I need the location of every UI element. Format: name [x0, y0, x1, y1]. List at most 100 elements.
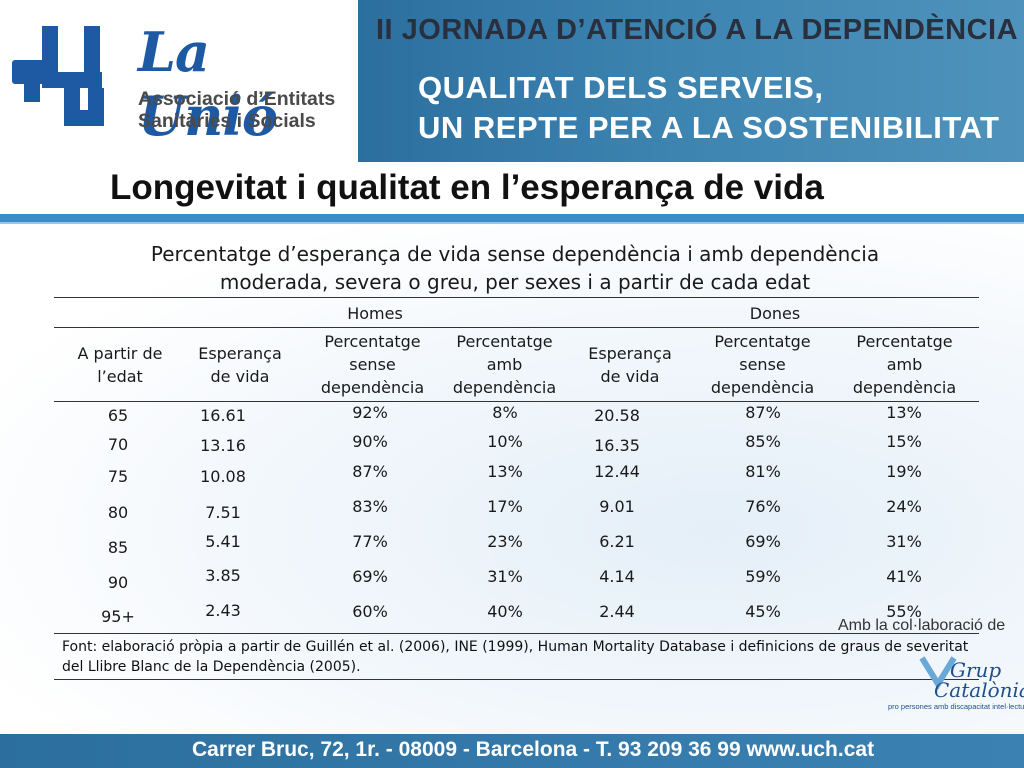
footer-bar: Carrer Bruc, 72, 1r. - 08009 - Barcelona…	[0, 734, 1024, 768]
collaboration-label: Amb la col·laboració de	[838, 617, 1006, 634]
slide-title-bar: Longevitat i qualitat en l’esperança de …	[0, 164, 1024, 212]
col-header-age: A partir de l’edat	[54, 342, 186, 388]
table-cell-men-without-dependency: 60%	[352, 602, 388, 621]
col-header-men-with-line1: Percentatge	[456, 332, 553, 351]
partner-logo-name-line1: Grup	[950, 658, 1002, 682]
logo-name: La Unió	[138, 20, 278, 148]
table-cell-men-life-expectancy: 2.43	[205, 601, 241, 620]
table-cell-women-without-dependency: 59%	[745, 567, 781, 586]
title-underline	[0, 214, 1024, 222]
table-cell-men-without-dependency: 90%	[352, 432, 388, 451]
banner-subtitle: QUALITAT DELS SERVEIS, UN REPTE PER A LA…	[418, 68, 999, 148]
table-cell-women-without-dependency: 45%	[745, 602, 781, 621]
table-cell-women-life-expectancy: 9.01	[599, 497, 635, 516]
banner-subtitle-line1: QUALITAT DELS SERVEIS,	[418, 70, 824, 105]
table-caption-line2: moderada, severa o greu, per sexes i a p…	[219, 270, 811, 294]
table-cell-women-with-dependency: 55%	[886, 602, 922, 621]
col-header-men-with-dependency: Percentatge amb dependència	[437, 330, 572, 399]
table-cell-men-without-dependency: 69%	[352, 567, 388, 586]
title-underline-light	[0, 222, 1024, 224]
col-header-women-le-line2: de vida	[600, 367, 660, 386]
table-cell-women-without-dependency: 76%	[745, 497, 781, 516]
table-cell-men-life-expectancy: 3.85	[205, 566, 241, 585]
col-header-women-le-line1: Esperança	[588, 344, 672, 363]
table-cell-women-with-dependency: 41%	[886, 567, 922, 586]
header: La Unió Associació d’Entitats Sanitàries…	[0, 0, 1024, 162]
logo-subtitle: Associació d’Entitats Sanitàries i Socia…	[138, 88, 335, 132]
table-cell-men-with-dependency: 17%	[487, 497, 523, 516]
col-header-men-without-dependency: Percentatge sense dependència	[305, 330, 440, 399]
col-header-women-life-expectancy: Esperança de vida	[570, 342, 690, 388]
col-header-women-with-dependency: Percentatge amb dependència	[837, 330, 972, 399]
col-header-men-without-line3: dependència	[320, 378, 425, 397]
table-cell-age: 90	[107, 573, 129, 592]
group-header-women: Dones	[749, 304, 801, 323]
col-header-age-line1: A partir de	[77, 344, 163, 363]
col-header-men-le-line1: Esperança	[198, 344, 282, 363]
table-cell-women-without-dependency: 69%	[745, 532, 781, 551]
logo-area: La Unió Associació d’Entitats Sanitàries…	[0, 0, 358, 162]
footer-contact: Carrer Bruc, 72, 1r. - 08009 - Barcelona…	[192, 738, 875, 761]
col-header-women-with-line1: Percentatge	[856, 332, 953, 351]
table-cell-women-with-dependency: 24%	[886, 497, 922, 516]
col-header-men-with-line2: amb	[486, 355, 523, 374]
table-cell-men-life-expectancy: 7.51	[205, 503, 241, 522]
grup-catalonia-logo-icon	[919, 656, 957, 690]
col-header-age-line2: l’edat	[97, 367, 143, 386]
table-cell-women-life-expectancy: 16.35	[594, 436, 640, 455]
col-header-women-without-line2: sense	[739, 355, 786, 374]
col-header-men-without-line2: sense	[349, 355, 396, 374]
table-cell-women-with-dependency: 31%	[886, 532, 922, 551]
table-cell-women-life-expectancy: 6.21	[599, 532, 635, 551]
table-cell-women-without-dependency: 87%	[745, 403, 781, 422]
col-header-women-without-line1: Percentatge	[714, 332, 811, 351]
col-header-women-without-dependency: Percentatge sense dependència	[695, 330, 830, 399]
table-cell-men-without-dependency: 92%	[352, 403, 388, 422]
table-cell-men-with-dependency: 31%	[487, 567, 523, 586]
table-cell-age: 65	[107, 406, 129, 425]
partner-tagline: pro persones amb discapacitat intel·lect…	[888, 702, 1024, 711]
table-cell-men-with-dependency: 13%	[487, 462, 523, 481]
table-cell-age: 95+	[101, 607, 135, 626]
table-cell-men-without-dependency: 87%	[352, 462, 388, 481]
table-rule-group	[54, 327, 979, 328]
table-cell-women-life-expectancy: 4.14	[599, 567, 635, 586]
table-caption: Percentatge d’esperança de vida sense de…	[55, 240, 975, 296]
slide-title: Longevitat i qualitat en l’esperança de …	[110, 168, 824, 207]
table-cell-women-life-expectancy: 2.44	[599, 602, 635, 621]
table-cell-men-with-dependency: 23%	[487, 532, 523, 551]
banner-subtitle-line2: UN REPTE PER A LA SOSTENIBILITAT	[418, 110, 1000, 145]
table-cell-age: 85	[107, 538, 129, 557]
col-header-men-with-line3: dependència	[452, 378, 557, 397]
table-cell-men-without-dependency: 77%	[352, 532, 388, 551]
table-cell-men-life-expectancy: 10.08	[200, 467, 246, 486]
col-header-women-with-line2: amb	[886, 355, 923, 374]
table-cell-women-with-dependency: 13%	[886, 403, 922, 422]
col-header-men-without-line1: Percentatge	[324, 332, 421, 351]
group-header-men: Homes	[347, 304, 403, 323]
table-cell-women-without-dependency: 85%	[745, 432, 781, 451]
table-cell-men-without-dependency: 83%	[352, 497, 388, 516]
table-cell-age: 70	[107, 435, 129, 454]
table-cell-age: 80	[107, 503, 129, 522]
table-caption-line1: Percentatge d’esperança de vida sense de…	[150, 242, 880, 266]
table-cell-age: 75	[107, 467, 129, 486]
col-header-men-le-line2: de vida	[210, 367, 270, 386]
partner-logo-name-line2: Catalònia	[934, 678, 1024, 702]
table-cell-men-with-dependency: 8%	[492, 403, 518, 422]
background-wash	[0, 224, 1024, 734]
table-cell-women-with-dependency: 19%	[886, 462, 922, 481]
table-cell-women-life-expectancy: 12.44	[594, 462, 640, 481]
table-cell-men-life-expectancy: 16.61	[200, 406, 246, 425]
col-header-men-life-expectancy: Esperança de vida	[180, 342, 300, 388]
source-footnote: Font: elaboració pròpia a partir de Guil…	[62, 639, 969, 675]
col-header-women-with-line3: dependència	[852, 378, 957, 397]
table-rule-header-bottom	[54, 401, 979, 402]
banner-title: II JORNADA D’ATENCIÓ A LA DEPENDÈNCIA	[376, 14, 1019, 46]
table-rule-top	[54, 297, 979, 298]
logo-subtitle-line2: Sanitàries i Socials	[138, 110, 316, 132]
table-rule-bottom	[54, 633, 979, 634]
col-header-women-without-line3: dependència	[710, 378, 815, 397]
la-unio-logo-icon	[12, 26, 104, 126]
table-cell-women-with-dependency: 15%	[886, 432, 922, 451]
